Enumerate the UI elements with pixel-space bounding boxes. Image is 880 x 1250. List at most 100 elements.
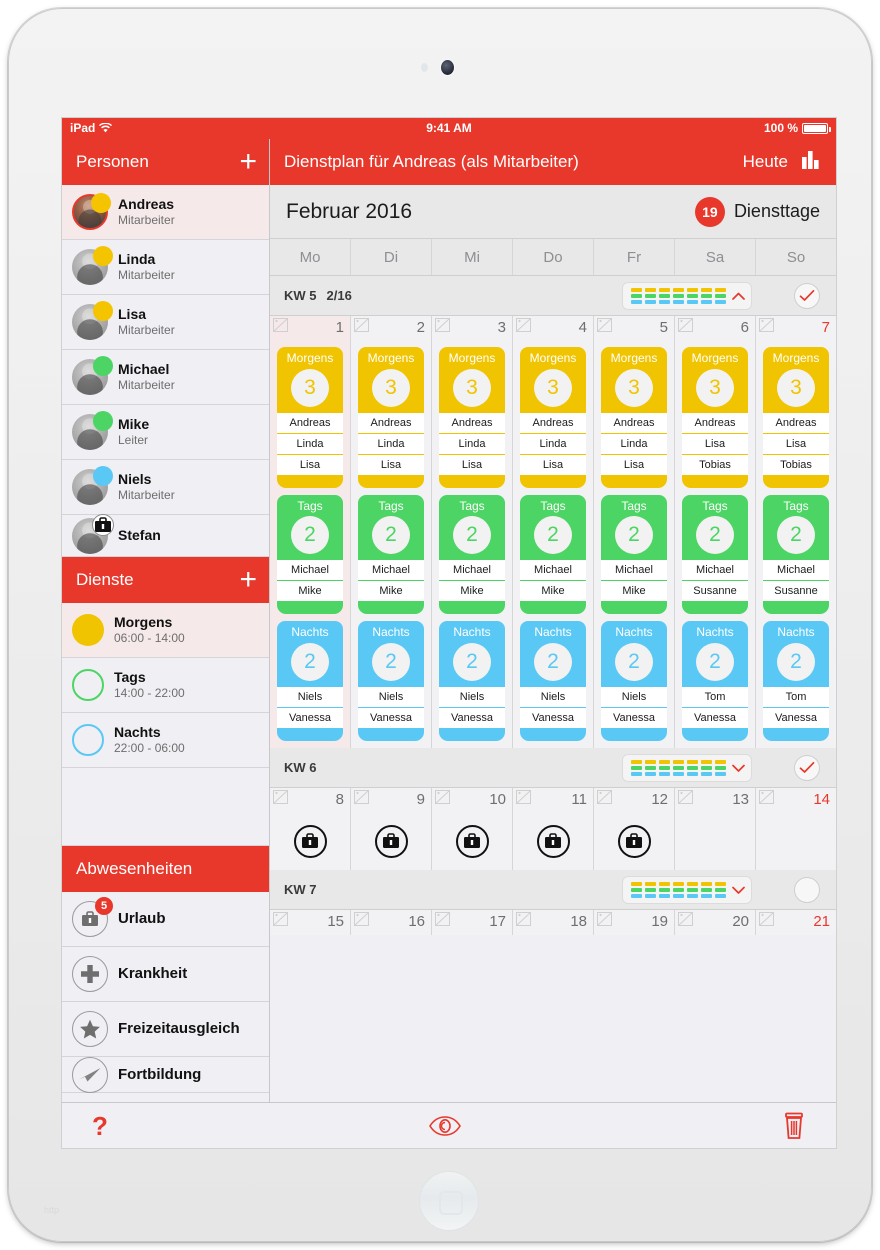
day-cell-header[interactable]: 17: [432, 909, 513, 935]
day-absence-cell[interactable]: [594, 812, 675, 870]
assigned-person[interactable]: Niels: [601, 687, 667, 708]
assigned-person[interactable]: Vanessa: [532, 711, 574, 724]
assigned-person[interactable]: Vanessa: [289, 711, 331, 724]
assigned-person[interactable]: Andreas: [763, 413, 829, 434]
day-cell-header[interactable]: 9: [351, 787, 432, 813]
person-row[interactable]: Niels Mitarbeiter: [62, 460, 269, 515]
shift-card[interactable]: Morgens 3 Andreas Lisa Tobias: [682, 347, 748, 488]
shift-card[interactable]: Nachts 2 Tom Vanessa: [763, 621, 829, 741]
assigned-person[interactable]: Mike: [460, 585, 484, 598]
today-button[interactable]: Heute: [742, 152, 788, 171]
trash-icon[interactable]: [782, 1112, 806, 1140]
day-cell-header[interactable]: 13: [675, 787, 756, 813]
day-cell-header[interactable]: 1: [270, 316, 351, 341]
shift-card[interactable]: Tags 2 Michael Mike: [601, 494, 667, 615]
note-icon[interactable]: [273, 318, 290, 338]
shift-card[interactable]: Morgens 3 Andreas Linda Lisa: [277, 347, 343, 488]
shift-card[interactable]: Nachts 2 Niels Vanessa: [520, 621, 586, 741]
assigned-person[interactable]: Michael: [277, 560, 343, 582]
shift-card[interactable]: Nachts 2 Niels Vanessa: [439, 621, 505, 741]
assigned-person[interactable]: Susanne: [774, 585, 818, 598]
note-icon[interactable]: [597, 789, 614, 810]
shift-type-row[interactable]: Morgens 06:00 - 14:00: [62, 603, 269, 658]
note-icon[interactable]: [516, 318, 533, 338]
assigned-person[interactable]: Michael: [682, 560, 748, 582]
day-absence-cell[interactable]: [675, 812, 756, 870]
check-circle-icon[interactable]: [794, 754, 820, 781]
assigned-person[interactable]: Michael: [601, 560, 667, 582]
shift-type-row[interactable]: Nachts 22:00 - 06:00: [62, 713, 269, 768]
note-icon[interactable]: [678, 911, 695, 932]
person-row[interactable]: Stefan: [62, 513, 269, 557]
assigned-person[interactable]: Vanessa: [613, 711, 655, 724]
assigned-person[interactable]: Andreas: [682, 413, 748, 434]
day-cell-header[interactable]: 12: [594, 787, 675, 813]
assigned-person[interactable]: Lisa: [542, 458, 564, 471]
assigned-person[interactable]: Lisa: [380, 458, 402, 471]
note-icon[interactable]: [597, 318, 614, 338]
assigned-person[interactable]: Mike: [298, 585, 322, 598]
absence-row[interactable]: Freizeitausgleich: [62, 1002, 269, 1057]
assigned-person[interactable]: Linda: [277, 434, 343, 455]
note-icon[interactable]: [273, 789, 290, 810]
shift-card[interactable]: Tags 2 Michael Susanne: [763, 494, 829, 615]
shift-card[interactable]: Nachts 2 Niels Vanessa: [277, 621, 343, 741]
assigned-person[interactable]: Michael: [439, 560, 505, 582]
absence-row[interactable]: 5 Urlaub: [62, 892, 269, 947]
day-cell-header[interactable]: 4: [513, 316, 594, 341]
assigned-person[interactable]: Niels: [358, 687, 424, 708]
shift-card[interactable]: Nachts 2 Niels Vanessa: [601, 621, 667, 741]
assigned-person[interactable]: Linda: [601, 434, 667, 455]
eye-icon[interactable]: [428, 1115, 462, 1136]
assigned-person[interactable]: Michael: [520, 560, 586, 582]
assigned-person[interactable]: Michael: [358, 560, 424, 582]
shift-card[interactable]: Tags 2 Michael Mike: [358, 494, 424, 615]
day-cell-header[interactable]: 19: [594, 909, 675, 935]
note-icon[interactable]: [678, 789, 695, 810]
person-row[interactable]: Andreas Mitarbeiter: [62, 185, 269, 240]
assigned-person[interactable]: Vanessa: [775, 711, 817, 724]
person-row[interactable]: Linda Mitarbeiter: [62, 240, 269, 295]
day-cell-header[interactable]: 14: [756, 787, 836, 813]
person-row[interactable]: Mike Leiter: [62, 405, 269, 460]
assigned-person[interactable]: Tobias: [780, 458, 812, 471]
shift-card[interactable]: Morgens 3 Andreas Linda Lisa: [439, 347, 505, 488]
add-shift-button[interactable]: +: [239, 563, 257, 596]
assigned-person[interactable]: Andreas: [358, 413, 424, 434]
shift-card[interactable]: Tags 2 Michael Susanne: [682, 494, 748, 615]
assigned-person[interactable]: Vanessa: [370, 711, 412, 724]
check-circle-icon[interactable]: [794, 283, 820, 309]
assigned-person[interactable]: Niels: [277, 687, 343, 708]
chevron-down-icon[interactable]: [732, 883, 746, 897]
day-cell-header[interactable]: 15: [270, 909, 351, 935]
question-mark-icon[interactable]: ?: [92, 1110, 108, 1141]
day-absence-cell[interactable]: [756, 812, 836, 870]
assigned-person[interactable]: Andreas: [601, 413, 667, 434]
add-person-button[interactable]: +: [239, 145, 257, 178]
assigned-person[interactable]: Lisa: [623, 458, 645, 471]
absence-row[interactable]: Fortbildung: [62, 1056, 269, 1093]
assigned-person[interactable]: Lisa: [763, 434, 829, 455]
note-icon[interactable]: [678, 318, 695, 338]
assigned-person[interactable]: Mike: [379, 585, 403, 598]
absence-row[interactable]: Krankheit: [62, 947, 269, 1002]
shift-card[interactable]: Tags 2 Michael Mike: [439, 494, 505, 615]
chevron-up-icon[interactable]: [732, 289, 746, 303]
shift-card[interactable]: Morgens 3 Andreas Linda Lisa: [520, 347, 586, 488]
assigned-person[interactable]: Linda: [358, 434, 424, 455]
assigned-person[interactable]: Andreas: [439, 413, 505, 434]
week-summary-toggle[interactable]: [622, 875, 752, 904]
day-cell-header[interactable]: 11: [513, 787, 594, 813]
shift-card[interactable]: Morgens 3 Andreas Lisa Tobias: [763, 347, 829, 488]
assigned-person[interactable]: Niels: [520, 687, 586, 708]
note-icon[interactable]: [759, 789, 776, 810]
assigned-person[interactable]: Andreas: [520, 413, 586, 434]
home-button[interactable]: [419, 1171, 479, 1231]
assigned-person[interactable]: Tobias: [699, 458, 731, 471]
shift-card[interactable]: Morgens 3 Andreas Linda Lisa: [358, 347, 424, 488]
day-cell-header[interactable]: 2: [351, 316, 432, 341]
assigned-person[interactable]: Mike: [622, 585, 646, 598]
assigned-person[interactable]: Susanne: [693, 585, 737, 598]
empty-circle-icon[interactable]: [794, 876, 820, 903]
shift-card[interactable]: Nachts 2 Tom Vanessa: [682, 621, 748, 741]
